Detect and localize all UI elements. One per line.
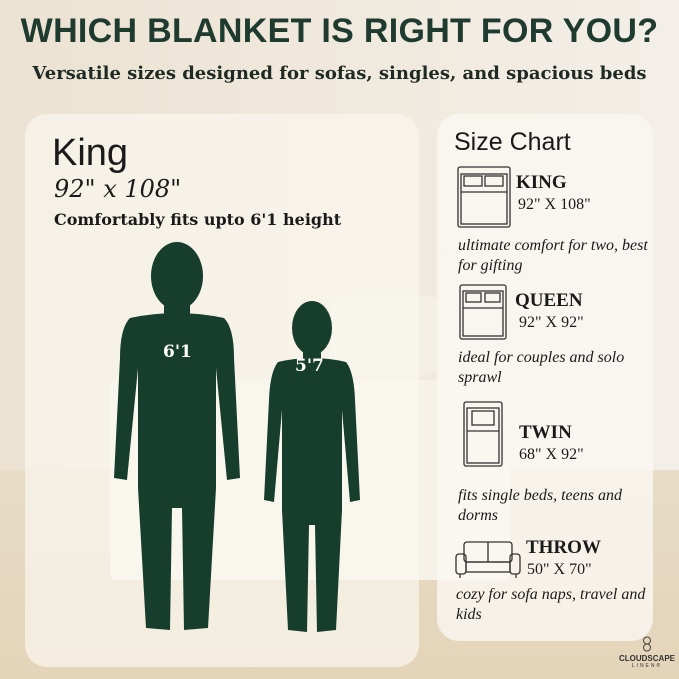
tall-person-height: 6'1: [163, 342, 192, 362]
featured-fit-text: Comfortably fits upto 6'1 height: [54, 210, 342, 229]
size-dimensions-queen: 92" X 92": [519, 314, 584, 331]
featured-size-name: King: [52, 132, 129, 174]
infinity-logo-icon: [643, 636, 651, 652]
size-description-throw: cozy for sofa naps, travel and kids: [456, 586, 646, 623]
size-name-queen: QUEEN: [515, 290, 583, 311]
size-description-queen: ideal for couples and solo sprawl: [458, 349, 625, 386]
page-title: WHICH BLANKET IS RIGHT FOR YOU?: [20, 12, 659, 50]
size-dimensions-twin: 68" X 92": [519, 446, 584, 463]
size-dimensions-king: 92" X 108": [518, 196, 591, 213]
size-description-twin: fits single beds, teens and dorms: [458, 487, 622, 524]
brand-logo: CLOUDSCAPE LINEN®: [615, 636, 679, 669]
brand-sub: LINEN®: [631, 663, 663, 669]
short-person-height: 5'7: [295, 356, 324, 376]
size-name-twin: TWIN: [519, 422, 572, 443]
size-description-king: ultimate comfort for two, best for gifti…: [458, 237, 648, 274]
twin-bed-icon: [463, 401, 503, 467]
king-bed-icon: [457, 166, 511, 228]
queen-bed-icon: [459, 284, 507, 340]
size-chart-panel: [437, 114, 653, 641]
page-subtitle: Versatile sizes designed for sofas, sing…: [32, 63, 647, 84]
size-chart-title: Size Chart: [454, 128, 571, 156]
sofa-icon: [455, 541, 521, 578]
size-name-throw: THROW: [526, 537, 601, 558]
size-name-king: KING: [516, 172, 567, 193]
featured-dimensions: 92" x 108": [54, 175, 182, 203]
tall-person-silhouette: [114, 242, 240, 630]
brand-name: CLOUDSCAPE: [618, 654, 675, 663]
short-person-silhouette: [264, 301, 360, 632]
size-dimensions-throw: 50" X 70": [527, 561, 592, 578]
